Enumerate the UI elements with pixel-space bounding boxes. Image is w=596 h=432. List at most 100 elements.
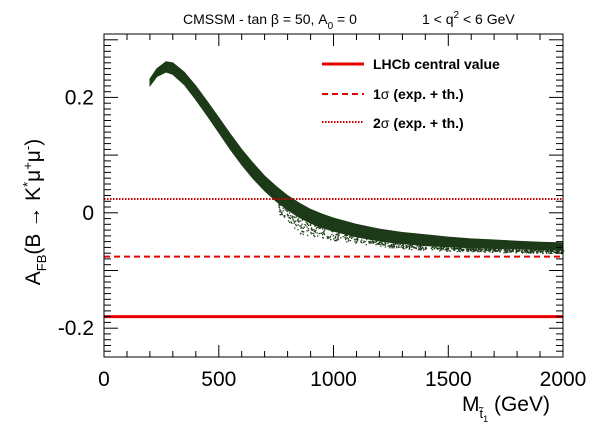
- scatter-point: [458, 248, 461, 250]
- scatter-point: [462, 250, 464, 252]
- scatter-point: [317, 226, 319, 228]
- scatter-point: [384, 244, 386, 246]
- scatter-point: [317, 235, 319, 237]
- scatter-point: [410, 244, 412, 246]
- scatter-point: [436, 247, 438, 249]
- scatter-point: [313, 229, 315, 231]
- scatter-point: [323, 231, 325, 233]
- x-tick-label: 1000: [310, 368, 357, 391]
- scatter-point: [326, 237, 329, 240]
- scatter-point: [463, 249, 465, 252]
- scatter-point: [419, 245, 421, 247]
- scatter-point: [337, 239, 340, 241]
- scatter-point: [510, 250, 512, 252]
- legend-entry-central: LHCb central value: [322, 56, 500, 72]
- scatter-point: [519, 250, 521, 252]
- scatter-point: [393, 247, 395, 249]
- scatter-point: [424, 246, 427, 249]
- scatter-point: [298, 220, 300, 222]
- scatter-point: [549, 252, 551, 254]
- scatter-point: [378, 242, 381, 244]
- scatter-point: [364, 241, 366, 243]
- scatter-point: [346, 234, 348, 236]
- scatter-point: [525, 250, 527, 252]
- scatter-point: [424, 248, 427, 250]
- scatter-point: [448, 250, 450, 252]
- scatter-point: [360, 240, 362, 242]
- scatter-point: [393, 244, 395, 246]
- scatter-point: [344, 237, 346, 239]
- scatter-point: [468, 250, 470, 252]
- scatter-point: [453, 249, 455, 251]
- scatter-point: [503, 249, 505, 251]
- scatter-point: [284, 208, 286, 210]
- scatter-point: [320, 232, 323, 234]
- scatter-point: [447, 249, 449, 251]
- scatter-point: [384, 242, 387, 245]
- scatter-point: [532, 251, 534, 253]
- scatter-point: [337, 235, 339, 237]
- legend-label-central: LHCb central value: [373, 56, 500, 72]
- scatter-point: [554, 251, 556, 253]
- scatter-point: [397, 246, 400, 248]
- scatter-point: [472, 251, 474, 253]
- scatter-point: [301, 219, 303, 221]
- scatter-point: [384, 243, 387, 245]
- scatter-point: [480, 248, 482, 251]
- scatter-point: [442, 248, 444, 250]
- scatter-point: [493, 249, 495, 251]
- scatter-point: [301, 230, 303, 233]
- scatter-point: [475, 249, 477, 251]
- scatter-point: [309, 224, 311, 226]
- scatter-point: [349, 240, 352, 242]
- scatter-point: [445, 247, 448, 249]
- scatter-point: [307, 223, 309, 225]
- scatter-tail: [278, 203, 565, 255]
- scatter-point: [290, 221, 292, 223]
- scatter-point: [300, 227, 302, 229]
- chart-title-right: 1 < q2 < 6 GeV: [422, 10, 515, 27]
- scatter-point: [380, 245, 382, 247]
- scatter-point: [482, 248, 484, 251]
- legend: LHCb central value 1σ (exp. + th.) 2σ (e…: [322, 56, 500, 131]
- scatter-point: [550, 251, 552, 254]
- scatter-point: [408, 246, 410, 248]
- scatter-point: [493, 250, 496, 252]
- scatter-point: [402, 244, 404, 246]
- scatter-point: [488, 250, 490, 252]
- scatter-point: [287, 220, 290, 222]
- scatter-point: [382, 244, 384, 246]
- scatter-point: [315, 228, 317, 230]
- scatter-point: [388, 245, 390, 247]
- scatter-point: [328, 237, 330, 239]
- scatter-point: [454, 249, 456, 251]
- scatter-point: [355, 242, 357, 244]
- scatter-point: [419, 248, 422, 250]
- scatter-point: [372, 242, 374, 244]
- scatter-point: [369, 240, 372, 242]
- scatter-point: [499, 250, 501, 252]
- scatter-point: [292, 219, 294, 221]
- scatter-point: [297, 219, 299, 221]
- scatter-point: [345, 238, 347, 241]
- scatter-point: [361, 241, 363, 244]
- x-tick-label: 1500: [425, 368, 472, 391]
- scatter-point: [420, 247, 422, 250]
- scatter-point: [447, 247, 449, 249]
- scatter-point: [305, 221, 307, 224]
- scatter-point: [533, 251, 535, 253]
- scatter-point: [307, 228, 309, 230]
- scatter-point: [370, 242, 372, 244]
- scatter-point: [489, 251, 491, 253]
- scatter-point: [283, 216, 285, 218]
- scatter-point: [311, 229, 313, 231]
- scatter-point: [521, 251, 523, 253]
- scatter-point: [423, 248, 425, 250]
- scatter-point: [383, 244, 385, 246]
- scatter-point: [301, 223, 303, 225]
- scan-band: [149, 61, 564, 251]
- scatter-point: [375, 244, 377, 246]
- scatter-point: [420, 249, 422, 251]
- scatter-point: [543, 249, 545, 252]
